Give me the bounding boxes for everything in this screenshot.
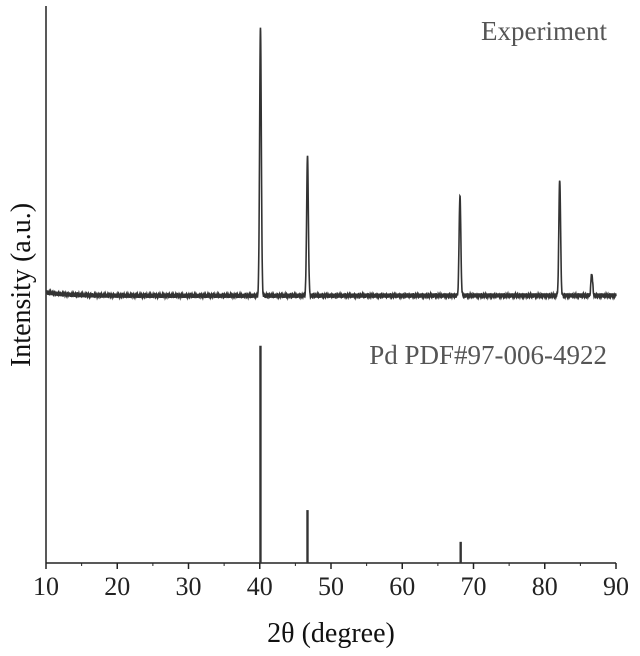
y-axis-title: Intensity (a.u.) [6, 203, 37, 367]
x-tick-label: 10 [33, 572, 59, 601]
x-tick-label: 70 [461, 572, 487, 601]
x-tick-label: 90 [603, 572, 629, 601]
x-axis-ticks [45, 563, 617, 569]
x-axis-tick-labels: 10 20 30 40 50 60 70 80 90 [33, 572, 629, 601]
reference-series-label: Pd PDF#97-006-4922 [369, 340, 607, 370]
x-tick-label: 40 [247, 572, 273, 601]
experiment-series [45, 27, 617, 302]
x-tick-label: 80 [532, 572, 558, 601]
x-tick-label: 30 [176, 572, 202, 601]
x-tick-label: 60 [389, 572, 415, 601]
reference-series [259, 345, 462, 563]
plot-frame [45, 6, 616, 564]
x-tick-label: 20 [104, 572, 130, 601]
x-axis-title: 2θ (degree) [267, 618, 395, 649]
experiment-line [45, 27, 617, 302]
experiment-series-label: Experiment [481, 16, 607, 46]
x-tick-label: 50 [318, 572, 344, 601]
